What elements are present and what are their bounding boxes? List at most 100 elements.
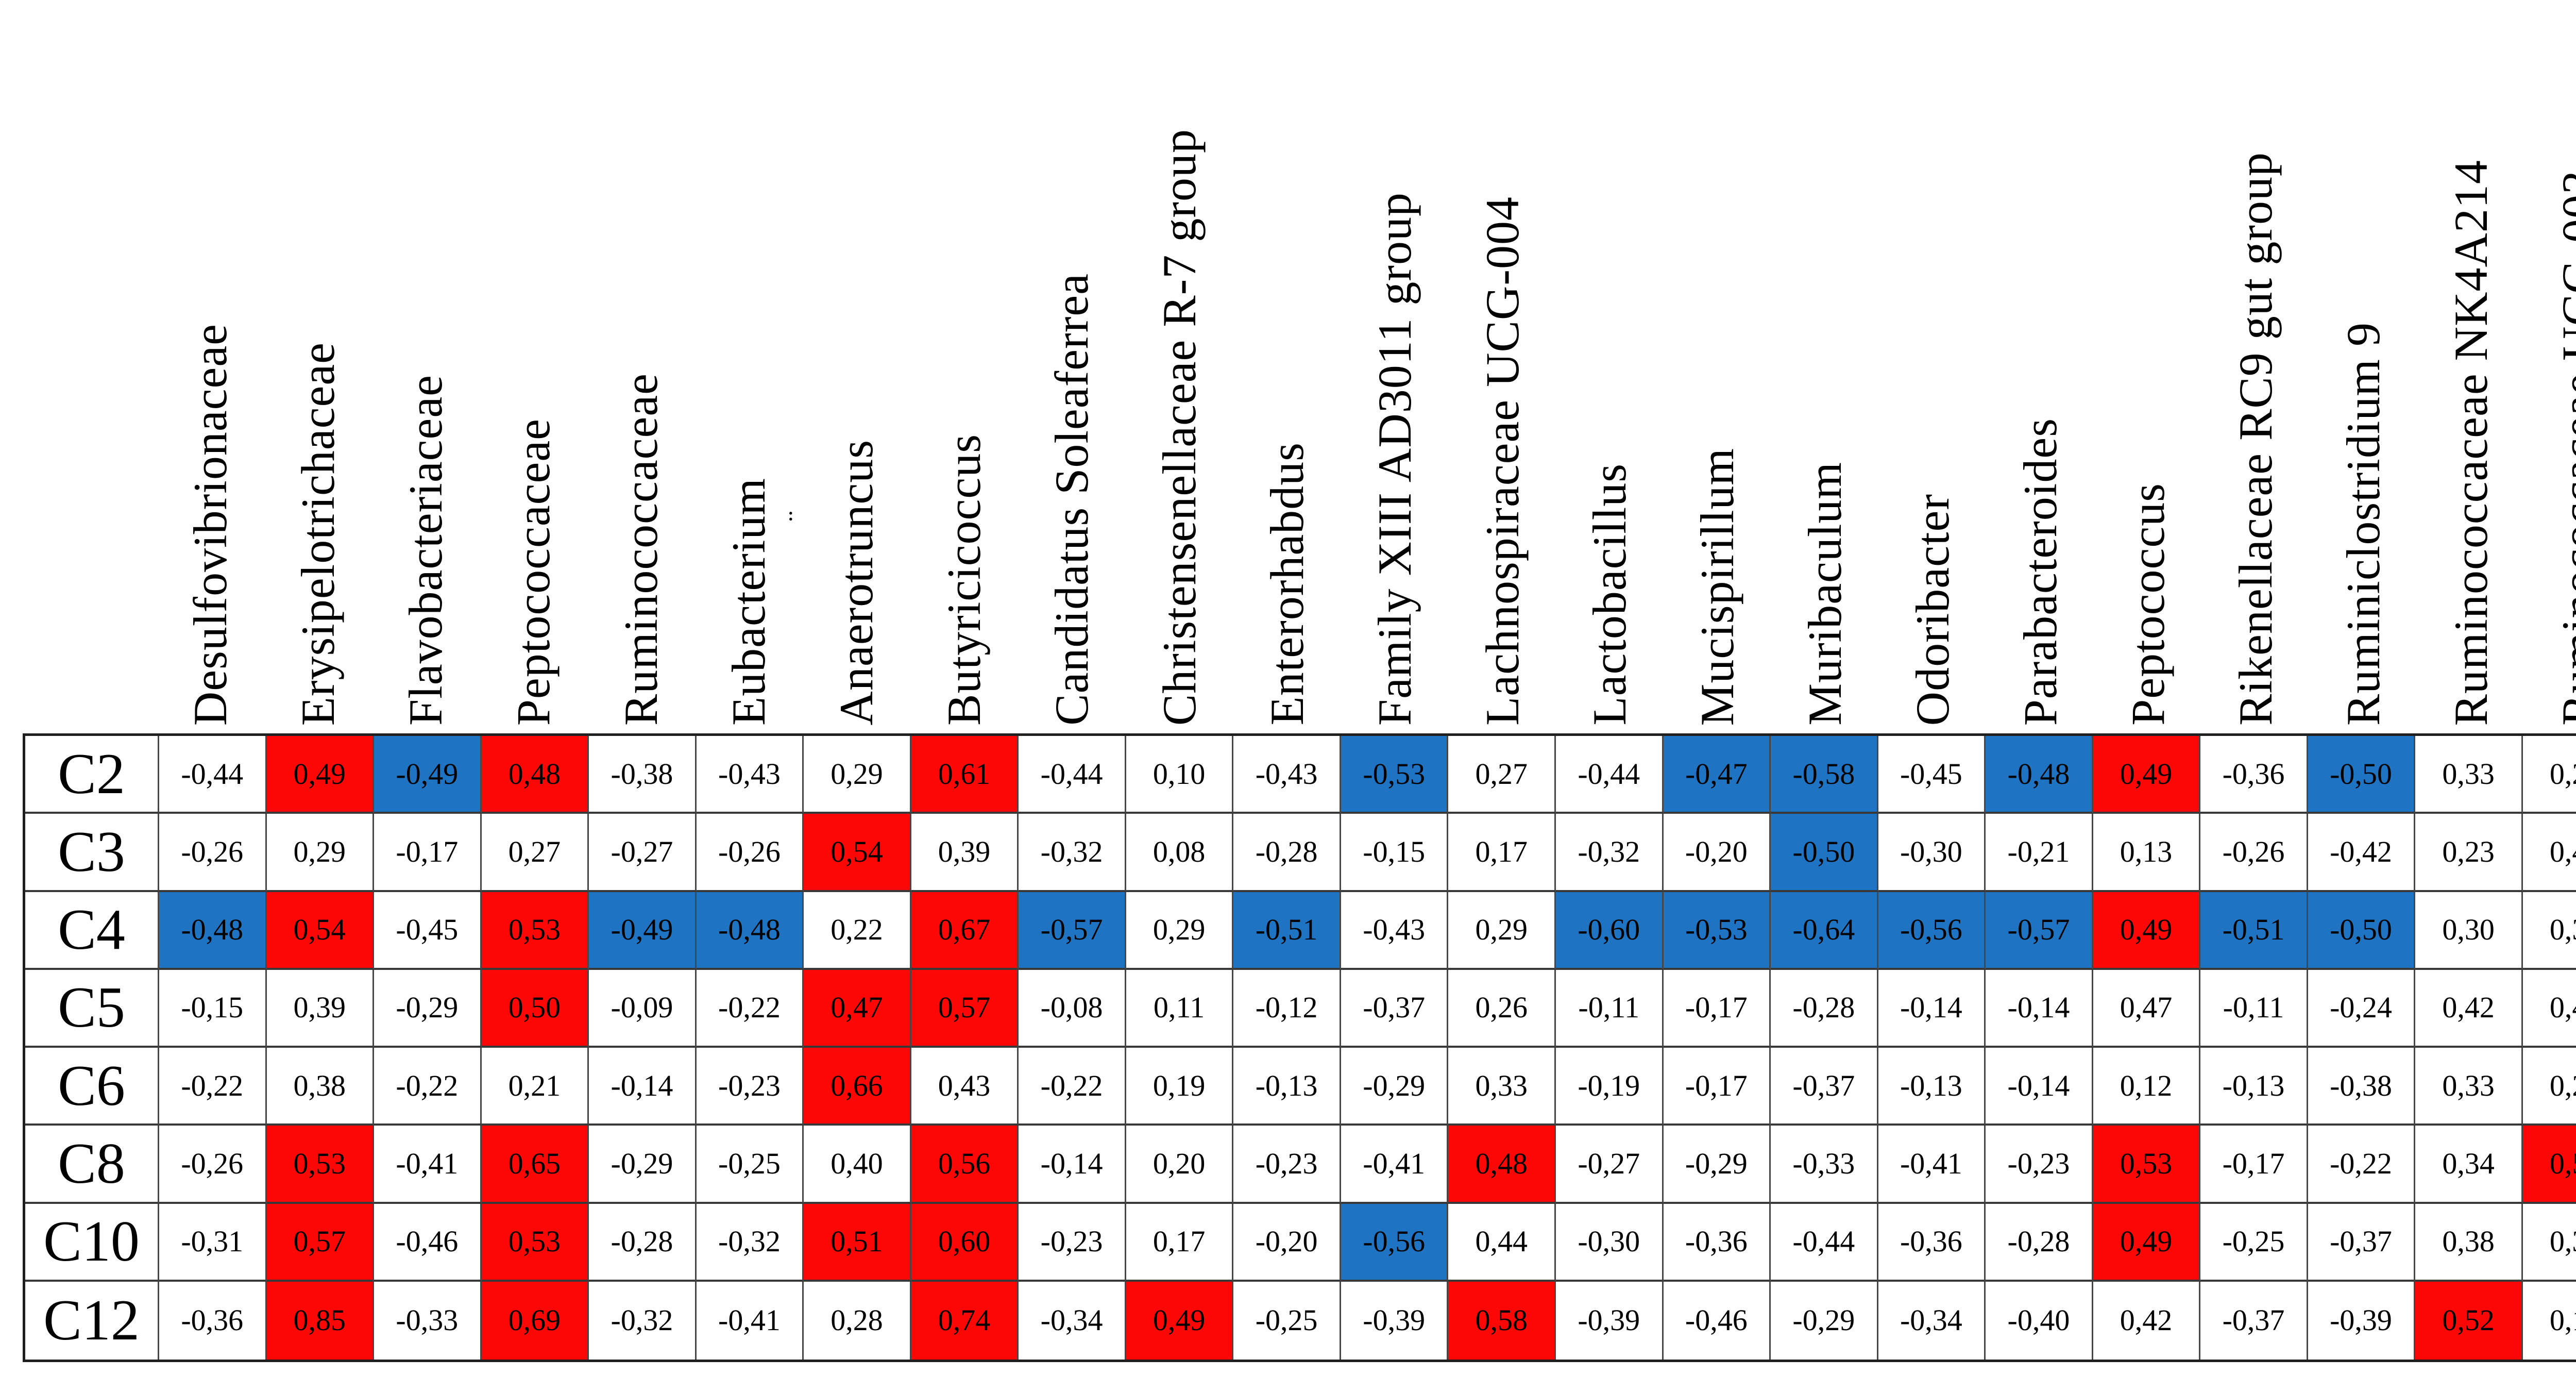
correlation-cell: 0,40 [804, 1126, 911, 1204]
column-header-sub-mark: .. [771, 510, 798, 522]
row-label: C8 [25, 1126, 159, 1204]
correlation-cell: -0,11 [1556, 969, 1664, 1048]
correlation-cell: -0,39 [1556, 1281, 1664, 1360]
correlation-cell: 0,29 [2522, 1048, 2576, 1126]
correlation-cell: -0,56 [1341, 1203, 1449, 1282]
correlation-cell: 0,48 [1448, 1126, 1556, 1204]
correlation-cell: -0,27 [589, 814, 697, 892]
column-header: Peptococcus [2094, 0, 2202, 726]
correlation-cell: 0,28 [804, 1281, 911, 1360]
correlation-cell: -0,33 [1771, 1126, 1878, 1204]
correlation-cell: 0,42 [2093, 1281, 2201, 1360]
correlation-cell: 0,11 [1126, 969, 1234, 1048]
column-header: Anaerotruncus [803, 0, 910, 726]
row-label: C6 [25, 1048, 159, 1126]
correlation-cell: -0,23 [1986, 1126, 2093, 1204]
correlation-cell: 0,33 [2415, 736, 2523, 814]
correlation-cell: 0,29 [804, 736, 911, 814]
correlation-table: C2 -0,44 0,49 -0,49 0,48 -0,38 -0,43 0,29 0,61 -0… [23, 733, 2576, 1362]
correlation-cell: 0,20 [1126, 1126, 1234, 1204]
correlation-cell: -0,43 [696, 736, 804, 814]
correlation-cell: -0,26 [696, 814, 804, 892]
correlation-cell: -0,39 [2308, 1281, 2416, 1360]
correlation-cell: -0,37 [2308, 1203, 2416, 1282]
column-header: Ruminococcaceae [587, 0, 695, 726]
correlation-cell: 0,66 [804, 1048, 911, 1126]
correlation-cell: -0,44 [1771, 1203, 1878, 1282]
column-header-label: Ruminococcaceae [615, 373, 668, 726]
correlation-cell: -0,50 [1771, 814, 1878, 892]
row-label: C12 [25, 1281, 159, 1360]
correlation-cell: -0,51 [1233, 892, 1341, 970]
correlation-cell: -0,31 [159, 1203, 267, 1282]
correlation-cell: 0,56 [911, 1126, 1019, 1204]
row-label: C4 [25, 892, 159, 970]
correlation-cell: -0,57 [1019, 892, 1126, 970]
correlation-cell: -0,48 [696, 892, 804, 970]
correlation-cell: -0,13 [1878, 1048, 1986, 1126]
correlation-cell: -0,17 [1663, 969, 1771, 1048]
correlation-cell: 0,61 [911, 736, 1019, 814]
correlation-cell: 0,17 [1126, 1203, 1234, 1282]
correlation-cell: -0,37 [1771, 1048, 1878, 1126]
column-header: Parabacteroides [1987, 0, 2094, 726]
column-header: Ruminococcaceae UCG-003 [2524, 0, 2576, 726]
correlation-cell: 0,13 [2093, 814, 2201, 892]
column-header: Christensenellaceae R-7 group [1125, 0, 1233, 726]
column-header-label: Anaerotruncus [829, 440, 883, 726]
row-label: C2 [25, 736, 159, 814]
correlation-cell: 0,26 [1448, 969, 1556, 1048]
correlation-cell: -0,28 [1233, 814, 1341, 892]
correlation-cell: -0,09 [589, 969, 697, 1048]
correlation-cell: -0,49 [589, 892, 697, 970]
correlation-cell: 0,27 [481, 814, 589, 892]
correlation-cell: -0,48 [1986, 736, 2093, 814]
correlation-cell: -0,23 [1233, 1126, 1341, 1204]
correlation-cell: 0,19 [1126, 1048, 1234, 1126]
correlation-cell: -0,38 [2308, 1048, 2416, 1126]
column-header-label: Family XIII AD3011 group [1368, 192, 1421, 726]
column-header-label: Lachnospiraceae UCG-004 [1476, 196, 1529, 726]
correlation-cell: -0,46 [1663, 1281, 1771, 1360]
correlation-cell: -0,26 [2200, 814, 2308, 892]
correlation-cell: -0,14 [1986, 969, 2093, 1048]
correlation-cell: -0,17 [2200, 1126, 2308, 1204]
correlation-cell: 0,49 [2093, 892, 2201, 970]
correlation-cell: -0,38 [589, 736, 697, 814]
correlation-cell: 0,50 [2522, 1126, 2576, 1204]
correlation-cell: 0,57 [266, 1203, 375, 1282]
column-header-label: Desulfovibrionaceae [184, 323, 237, 726]
correlation-cell: -0,29 [374, 969, 482, 1048]
correlation-cell: -0,17 [374, 814, 482, 892]
correlation-cell: -0,32 [589, 1281, 697, 1360]
column-header-label: Erysipelotrichaceae [292, 342, 345, 726]
correlation-cell: -0,22 [696, 969, 804, 1048]
correlation-cell: -0,32 [696, 1203, 804, 1282]
correlation-cell: -0,43 [1233, 736, 1341, 814]
column-header-label: Odoribacter [1906, 493, 1959, 726]
correlation-cell: 0,42 [2415, 969, 2523, 1048]
column-header-label: Mucispirillum [1691, 447, 1744, 726]
correlation-cell: 0,53 [481, 892, 589, 970]
correlation-cell: 0,74 [911, 1281, 1019, 1360]
correlation-cell: -0,45 [374, 892, 482, 970]
correlation-cell: -0,22 [374, 1048, 482, 1126]
correlation-cell: -0,36 [1663, 1203, 1771, 1282]
correlation-cell: -0,25 [2200, 1203, 2308, 1282]
column-header: Butyricicoccus [910, 0, 1018, 726]
correlation-cell: -0,15 [159, 969, 267, 1048]
correlation-cell: -0,36 [159, 1281, 267, 1360]
correlation-cell: -0,14 [1019, 1126, 1126, 1204]
column-header-label: Ruminococcaceae NK4A214 [2444, 159, 2497, 726]
correlation-cell: 0,50 [481, 969, 589, 1048]
correlation-cell: -0,13 [2200, 1048, 2308, 1126]
correlation-cell: -0,33 [374, 1281, 482, 1360]
correlation-cell: 0,51 [804, 1203, 911, 1282]
correlation-cell: 0,34 [2415, 1126, 2523, 1204]
correlation-cell: 0,27 [1448, 736, 1556, 814]
correlation-cell: -0,23 [696, 1048, 804, 1126]
correlation-cell: 0,10 [1126, 736, 1234, 814]
correlation-cell: -0,14 [589, 1048, 697, 1126]
correlation-cell: 0,12 [2093, 1048, 2201, 1126]
correlation-cell: -0,14 [1878, 969, 1986, 1048]
